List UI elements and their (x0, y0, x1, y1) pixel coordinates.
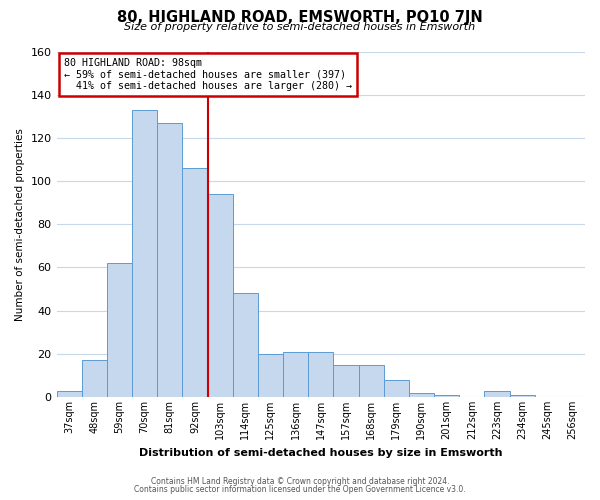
Bar (233, 294, 258, 397)
Bar (334, 364, 359, 397)
Text: Contains HM Land Registry data © Crown copyright and database right 2024.: Contains HM Land Registry data © Crown c… (151, 477, 449, 486)
Text: 80, HIGHLAND ROAD, EMSWORTH, PO10 7JN: 80, HIGHLAND ROAD, EMSWORTH, PO10 7JN (117, 10, 483, 25)
Bar (82, 360, 107, 397)
Bar (283, 352, 308, 397)
Text: Contains public sector information licensed under the Open Government Licence v3: Contains public sector information licen… (134, 484, 466, 494)
Bar (258, 354, 283, 397)
Bar (182, 168, 208, 397)
X-axis label: Distribution of semi-detached houses by size in Emsworth: Distribution of semi-detached houses by … (139, 448, 503, 458)
Bar (484, 390, 509, 397)
Bar (157, 123, 182, 397)
Text: 80 HIGHLAND ROAD: 98sqm
← 59% of semi-detached houses are smaller (397)
  41% of: 80 HIGHLAND ROAD: 98sqm ← 59% of semi-de… (64, 58, 352, 91)
Bar (359, 364, 383, 397)
Bar (308, 352, 334, 397)
Y-axis label: Number of semi-detached properties: Number of semi-detached properties (15, 128, 25, 320)
Bar (409, 392, 434, 397)
Bar (434, 395, 459, 397)
Bar (509, 395, 535, 397)
Text: Size of property relative to semi-detached houses in Emsworth: Size of property relative to semi-detach… (124, 22, 476, 32)
Bar (208, 194, 233, 397)
Bar (132, 110, 157, 397)
Bar (383, 380, 409, 397)
Bar (56, 390, 82, 397)
Bar (107, 263, 132, 397)
